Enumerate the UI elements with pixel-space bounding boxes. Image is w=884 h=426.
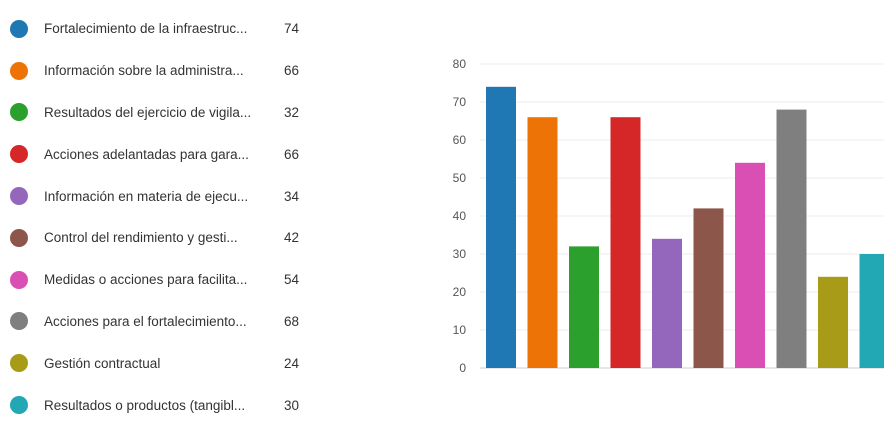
bar (652, 239, 682, 368)
legend-value: 54 (284, 272, 299, 287)
legend-value: 66 (284, 63, 299, 78)
legend-marker (10, 145, 28, 163)
legend-label: Información sobre la administra... (44, 63, 276, 78)
bar (777, 110, 807, 368)
legend-item: Acciones para el fortalecimiento... 68 (10, 301, 315, 343)
legend-label: Gestión contractual (44, 356, 276, 371)
legend-value: 30 (284, 398, 299, 413)
bar (818, 277, 848, 368)
legend-marker (10, 20, 28, 38)
legend-item: Gestión contractual 24 (10, 342, 315, 384)
y-tick-label: 20 (453, 285, 467, 299)
bar (611, 117, 641, 368)
legend-label: Información en materia de ejecu... (44, 189, 276, 204)
legend-label: Resultados o productos (tangibl... (44, 398, 276, 413)
legend-marker (10, 396, 28, 414)
legend-label: Fortalecimiento de la infraestruc... (44, 21, 276, 36)
y-tick-label: 10 (453, 323, 467, 337)
legend-value: 66 (284, 147, 299, 162)
legend-label: Control del rendimiento y gesti... (44, 230, 276, 245)
legend-marker (10, 229, 28, 247)
y-tick-label: 70 (453, 95, 467, 109)
bar (528, 117, 558, 368)
bar (486, 87, 516, 368)
y-tick-label: 0 (459, 361, 466, 375)
legend-value: 74 (284, 21, 299, 36)
bar-chart-svg: 0 10 20 30 40 50 60 70 80 (430, 50, 884, 390)
legend-value: 32 (284, 105, 299, 120)
y-tick-label: 40 (453, 209, 467, 223)
chart-legend: Fortalecimiento de la infraestruc... 74 … (10, 8, 315, 426)
legend-value: 42 (284, 230, 299, 245)
legend-item: Acciones adelantadas para gara... 66 (10, 133, 315, 175)
legend-item: Resultados o productos (tangibl... 30 (10, 384, 315, 426)
y-tick-label: 60 (453, 133, 467, 147)
legend-item: Información sobre la administra... 66 (10, 50, 315, 92)
y-tick-label: 80 (453, 57, 467, 71)
legend-marker (10, 354, 28, 372)
legend-item: Resultados del ejercicio de vigila... 32 (10, 92, 315, 134)
legend-item: Información en materia de ejecu... 34 (10, 175, 315, 217)
bar-chart: 0 10 20 30 40 50 60 70 80 (430, 50, 884, 390)
legend-label: Medidas o acciones para facilita... (44, 272, 276, 287)
legend-label: Acciones adelantadas para gara... (44, 147, 276, 162)
bar (860, 254, 884, 368)
legend-label: Acciones para el fortalecimiento... (44, 314, 276, 329)
legend-value: 24 (284, 356, 299, 371)
legend-item: Medidas o acciones para facilita... 54 (10, 259, 315, 301)
legend-item: Control del rendimiento y gesti... 42 (10, 217, 315, 259)
legend-value: 34 (284, 189, 299, 204)
y-tick-label: 30 (453, 247, 467, 261)
y-tick-label: 50 (453, 171, 467, 185)
legend-marker (10, 312, 28, 330)
bar (735, 163, 765, 368)
legend-marker (10, 62, 28, 80)
legend-item: Fortalecimiento de la infraestruc... 74 (10, 8, 315, 50)
legend-label: Resultados del ejercicio de vigila... (44, 105, 276, 120)
bar (694, 208, 724, 368)
legend-marker (10, 271, 28, 289)
bar (569, 246, 599, 368)
legend-marker (10, 187, 28, 205)
legend-value: 68 (284, 314, 299, 329)
legend-marker (10, 103, 28, 121)
